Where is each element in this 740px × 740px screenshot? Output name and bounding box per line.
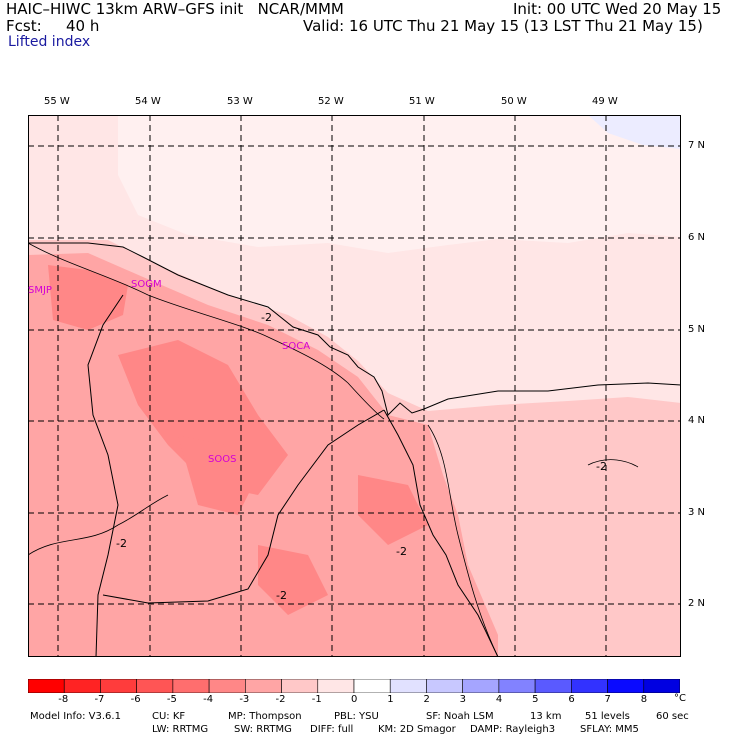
lon-label-52w: 52 W: [318, 96, 344, 107]
forecast-hour: 40 h: [66, 17, 100, 35]
colorbar-swatch: [607, 679, 645, 693]
lat-label-3n: 3 N: [688, 507, 706, 518]
colorbar-swatch: [100, 679, 137, 693]
coastline: [28, 242, 681, 416]
border-guyana-suriname: [87, 294, 124, 657]
contour-label: -2: [276, 589, 287, 602]
station-sogm: SOGM: [131, 279, 162, 290]
colorbar-tick-label: 7: [604, 694, 611, 705]
field-minus3-patch-e: [358, 475, 428, 545]
colorbar-swatch: [136, 679, 174, 693]
footer-item: DIFF: full: [310, 724, 354, 735]
colorbar-tick-label: -5: [166, 694, 177, 705]
border-suriname-frenchguiana: [383, 409, 499, 657]
field-minus3-patch-d: [258, 545, 328, 615]
init-time: Init: 00 UTC Wed 20 May 15: [513, 0, 722, 18]
field-positive-patch: [588, 115, 681, 149]
colorbar-tick-label: -4: [203, 694, 214, 705]
station-soos: SOOS: [208, 454, 236, 465]
lat-lon-grid: [28, 115, 681, 657]
colorbar-swatch: [426, 679, 463, 693]
lat-label-2n: 2 N: [688, 598, 706, 609]
lon-label-49w: 49 W: [592, 96, 618, 107]
lon-label-53w: 53 W: [227, 96, 253, 107]
colorbar-swatch: [28, 679, 65, 693]
colorbar-tick-label: 0: [351, 694, 358, 705]
field-near-zero: [118, 115, 681, 253]
lon-label-50w: 50 W: [501, 96, 527, 107]
colorbar-swatch: [571, 679, 608, 693]
footer-item: Model Info: V3.6.1: [30, 711, 121, 722]
station-soca: SOCA: [282, 341, 310, 352]
footer-item: KM: 2D Smagor: [378, 724, 456, 735]
footer-item: SW: RRTMG: [234, 724, 292, 735]
colorbar-tick-label: 8: [640, 694, 648, 705]
lon-label-54w: 54 W: [135, 96, 161, 107]
colorbar-swatch: [643, 679, 680, 693]
colorbar-tick-label: 4: [495, 694, 503, 705]
footer-item: 60 sec: [656, 711, 689, 722]
field-name: Lifted index: [8, 34, 91, 50]
field-minus3-patch-a: [48, 265, 128, 330]
colorbar-swatch: [353, 679, 391, 693]
colorbar-swatch: [317, 679, 355, 693]
footer-item: PBL: YSU: [334, 711, 379, 722]
colorbar-swatch: [498, 679, 536, 693]
lat-label-5n: 5 N: [688, 324, 706, 335]
footer-item: 51 levels: [585, 711, 630, 722]
footer-item: MP: Thompson: [228, 711, 302, 722]
colorbar-swatch: [245, 679, 282, 693]
footer-item: CU: KF: [152, 711, 186, 722]
lat-label-6n: 6 N: [688, 232, 706, 243]
field-minus3-patch-c: [178, 435, 258, 515]
colorbar-swatch: [208, 679, 246, 693]
colorbar-tick-label: -1: [311, 694, 322, 705]
lat-label-4n: 4 N: [688, 415, 706, 426]
colorbar-tick-label: -8: [58, 694, 69, 705]
contour-label: -2: [261, 311, 272, 324]
colorbar-unit: °C: [674, 693, 686, 704]
map-frame: [28, 115, 681, 657]
footer-item: SF: Noah LSM: [426, 711, 494, 722]
colorbar-tick-label: -3: [239, 694, 250, 705]
field-minus3-patch-b: [118, 340, 288, 495]
contour-label: -2: [116, 537, 127, 550]
contour-minus2-d: [587, 459, 639, 468]
lon-label-55w: 55 W: [44, 96, 70, 107]
lifted-index-map: SMJP SOGM SOCA SOOS -2 -2 -2 -2 -2: [28, 115, 681, 657]
colorbar-swatch: [534, 679, 572, 693]
colorbar-tick-label: 3: [459, 694, 467, 705]
contour-label: -2: [396, 545, 407, 558]
footer-item: LW: RRTMG: [152, 724, 209, 735]
border-southern: [102, 409, 385, 604]
lon-label-51w: 51 W: [409, 96, 435, 107]
footer-item: DAMP: Rayleigh3: [470, 724, 556, 735]
colorbar-swatch: [172, 679, 210, 693]
station-smjp: SMJP: [28, 285, 52, 296]
valid-time: Valid: 16 UTC Thu 21 May 15 (13 LST Thu …: [303, 17, 703, 35]
footer-item: SFLAY: MM5: [580, 724, 639, 735]
colorbar-tick-label: 5: [532, 694, 539, 705]
chart-title: HAIC–HIWC 13km ARW–GFS init NCAR/MMM: [6, 0, 344, 18]
colorbar-tick-label: 1: [387, 694, 394, 705]
lat-label-7n: 7 N: [688, 140, 706, 151]
colorbar-swatch: [281, 679, 319, 693]
colorbar-tick-label: 6: [568, 694, 575, 705]
footer-item: 13 km: [530, 711, 562, 722]
colorbar-tick-label: -2: [275, 694, 286, 705]
colorbar-tick-label: 2: [423, 694, 430, 705]
contour-minus2-b: [427, 424, 499, 657]
colorbar-swatch: [389, 679, 427, 693]
forecast-label: Fcst:: [6, 17, 42, 35]
contour-label: -2: [596, 460, 607, 473]
colorbar-tick-label: -6: [130, 694, 141, 705]
colorbar: [28, 679, 680, 693]
colorbar-swatch: [462, 679, 500, 693]
colorbar-swatch: [63, 679, 101, 693]
colorbar-tick-label: -7: [94, 694, 105, 705]
